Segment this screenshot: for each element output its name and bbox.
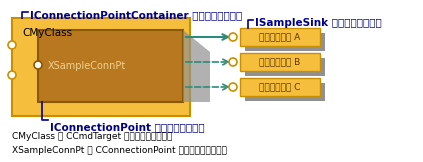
Text: XSampleConnPt: XSampleConnPt — [48, 61, 126, 71]
Bar — [245, 33, 325, 51]
Text: CMyClass は CCmdTarget の派生クラスです。: CMyClass は CCmdTarget の派生クラスです。 — [12, 132, 173, 141]
Bar — [240, 78, 320, 96]
Text: IConnectionPoint インターフェイス: IConnectionPoint インターフェイス — [50, 122, 205, 132]
Bar — [245, 83, 325, 101]
Text: オブジェクト A: オブジェクト A — [259, 33, 301, 41]
Text: XSampleConnPt は CConnectionPoint の派生クラスです。: XSampleConnPt は CConnectionPoint の派生クラスで… — [12, 146, 227, 155]
Circle shape — [34, 61, 42, 69]
Circle shape — [8, 41, 16, 49]
Text: オブジェクト C: オブジェクト C — [259, 82, 301, 92]
Circle shape — [229, 83, 237, 91]
Bar — [12, 18, 190, 116]
Text: CMyClass: CMyClass — [22, 28, 72, 38]
Text: オブジェクト B: オブジェクト B — [259, 58, 301, 66]
Polygon shape — [183, 30, 210, 102]
Text: ISampleSink インターフェイス: ISampleSink インターフェイス — [255, 18, 382, 28]
Bar — [240, 53, 320, 71]
Text: IConnectionPointContainer インターフェイス: IConnectionPointContainer インターフェイス — [30, 10, 242, 20]
Circle shape — [229, 33, 237, 41]
Circle shape — [8, 71, 16, 79]
Circle shape — [229, 58, 237, 66]
Bar — [240, 28, 320, 46]
Bar — [245, 58, 325, 76]
Bar — [38, 30, 183, 102]
